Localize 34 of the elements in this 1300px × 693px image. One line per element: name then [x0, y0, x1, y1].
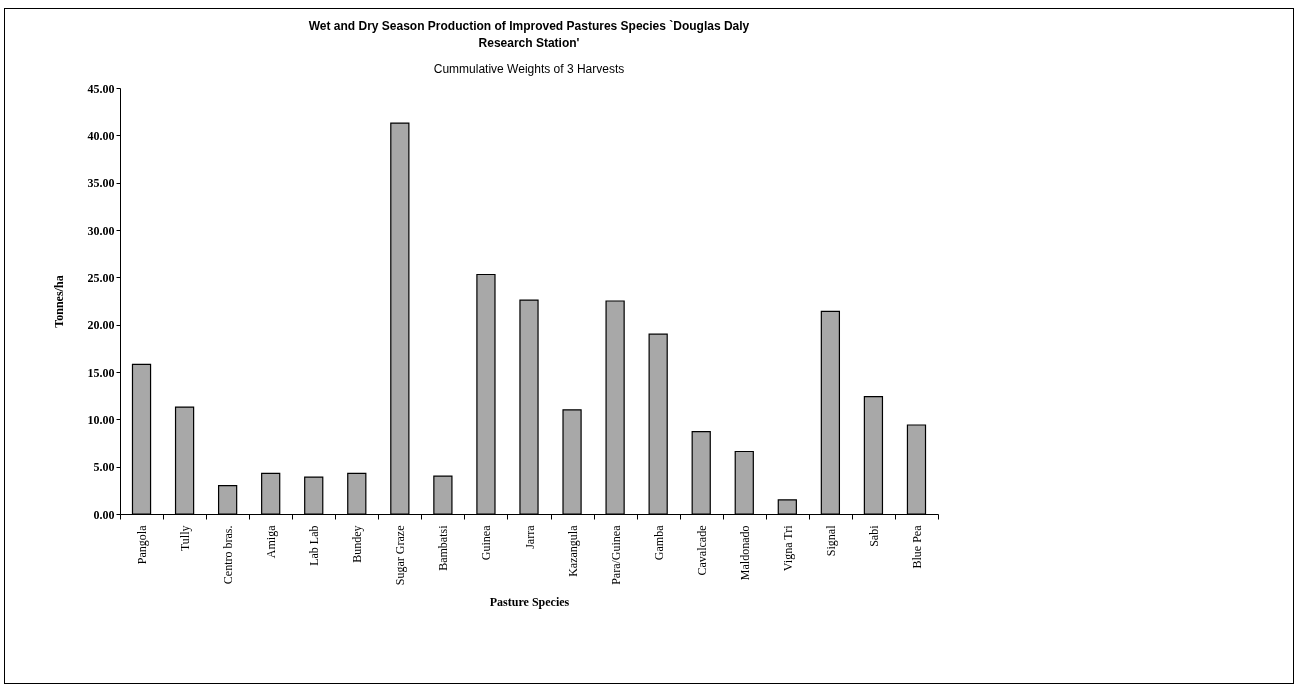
chart-subtitle: Cummulative Weights of 3 Harvests [433, 62, 625, 76]
x-tick-label: Amiga [264, 524, 279, 559]
y-tick-label: 45.00 [87, 81, 115, 96]
x-tick-label: Centro bras. [221, 525, 236, 585]
x-tick-label: Guinea [479, 524, 494, 561]
x-tick-label: Blue Pea [909, 524, 924, 569]
y-tick-label: 25.00 [87, 270, 115, 285]
x-tick-label: Kazangula [565, 524, 580, 577]
text: Research Station' [478, 36, 580, 50]
y-tick-label: 10.00 [87, 412, 115, 427]
x-tick-label: Tully [178, 525, 193, 552]
x-tick-label: Bambatsi [436, 524, 451, 571]
x-tick-label: Vigna Tri [780, 524, 795, 572]
x-tick-label: Sugar Graze [393, 525, 408, 586]
y-tick-label: 30.00 [87, 223, 115, 238]
y-tick-label: 20.00 [87, 318, 115, 333]
x-tick-label: Signal [823, 524, 838, 557]
x-tick-label: Sabi [866, 524, 881, 547]
x-tick-label: Maldonado [737, 525, 752, 581]
y-axis-title: Tonnes/ha [51, 275, 66, 328]
y-tick-label: 5.00 [93, 460, 115, 475]
y-tick-label: 35.00 [87, 176, 115, 191]
y-tick-label: 15.00 [87, 365, 115, 380]
x-tick-label: Bundey [350, 525, 365, 563]
x-tick-label: Pangola [135, 524, 150, 565]
x-tick-label: Lab Lab [307, 525, 322, 566]
x-tick-label: Para/Guinea [608, 524, 623, 585]
x-tick-label: Cavalcade [694, 525, 709, 576]
y-tick-label: 0.00 [93, 507, 115, 522]
text: Wet and Dry Season Production of Improved Pastures Species `Douglas Daly [308, 19, 750, 33]
x-tick-label: Gamba [651, 524, 666, 561]
x-tick-label: Jarra [522, 524, 537, 549]
y-tick-label: 40.00 [87, 128, 115, 143]
x-axis-title: Pasture Species [489, 595, 570, 610]
